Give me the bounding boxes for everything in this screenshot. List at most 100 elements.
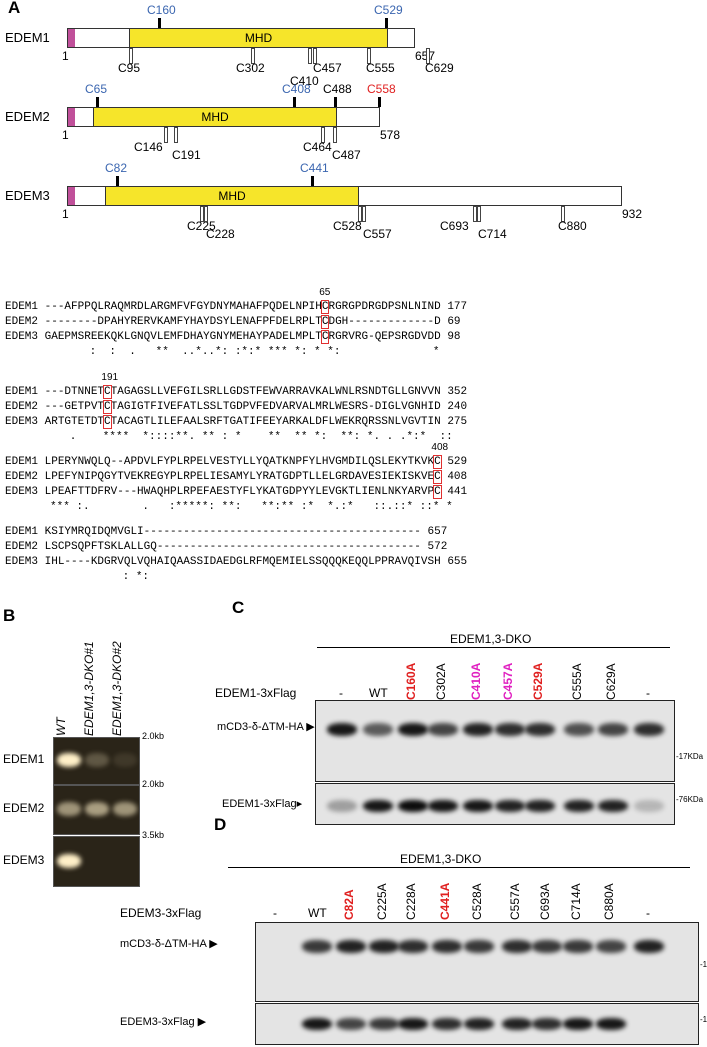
protein-band bbox=[563, 940, 593, 954]
cysteine-tick bbox=[164, 127, 168, 143]
dna-band bbox=[113, 802, 137, 816]
alignment-row: EDEM3 LPEAFTTDFRV---HWAQHPLRPEFAESTYFLYK… bbox=[5, 485, 467, 500]
protein-band bbox=[463, 800, 493, 812]
cysteine-label-below: C880 bbox=[558, 219, 587, 233]
cysteine-label-below: C410 bbox=[290, 74, 319, 88]
blot-image bbox=[315, 783, 675, 825]
protein-band bbox=[634, 940, 664, 954]
alignment-row: EDEM2 LPEFYNIPQGYTVEKREGYPLRPELIESAMYLYR… bbox=[5, 470, 467, 485]
lane-label: C528A bbox=[470, 883, 484, 920]
signal-peptide bbox=[68, 108, 75, 126]
protein-band bbox=[525, 723, 555, 736]
cysteine-label-below: C714 bbox=[478, 227, 507, 241]
gene-label: EDEM3 bbox=[3, 852, 45, 867]
protein-band bbox=[432, 1018, 462, 1030]
protein-band bbox=[564, 800, 594, 812]
cysteine-tick bbox=[251, 48, 255, 64]
residue-end: 98 bbox=[447, 331, 461, 343]
cysteine-label-below: C95 bbox=[118, 61, 141, 75]
cysteine-label-below: C228 bbox=[206, 227, 235, 241]
protein-band bbox=[363, 800, 393, 812]
row-label: EDEM1-3xFlag bbox=[215, 686, 297, 700]
lane-label: EDEM1,3-DKO#1 bbox=[82, 641, 96, 736]
mw-marker: -17KDa bbox=[700, 960, 707, 969]
cysteine-tick bbox=[378, 97, 381, 107]
cysteine-label-below: C302 bbox=[236, 61, 265, 75]
protein-band bbox=[428, 800, 458, 812]
protein-band bbox=[336, 940, 366, 954]
cysteine-tick bbox=[367, 48, 371, 64]
cysteine-label-below: C555 bbox=[366, 61, 395, 75]
start-residue: 1 bbox=[62, 49, 69, 63]
lane-label: C714A bbox=[569, 883, 583, 920]
cysteine-label-below: C487 bbox=[332, 148, 361, 162]
cysteine-label-above: C408 bbox=[282, 82, 311, 96]
protein-name: EDEM3 bbox=[5, 188, 50, 203]
dna-band bbox=[57, 802, 81, 816]
sequence-pre: GAEPMSREEKQKLGNQVLEMFDHAYGNYMEHAYPADELMP… bbox=[44, 331, 322, 343]
sequence-pre: ---GETPVT bbox=[44, 401, 105, 413]
cysteine-tick bbox=[129, 48, 133, 64]
cysteine-tick bbox=[293, 97, 296, 107]
conservation-line: : : . ** ..*..*: :*:* *** *: * *: * bbox=[50, 346, 440, 358]
protein-band bbox=[327, 800, 357, 812]
protein-band bbox=[398, 800, 428, 812]
panel-d-label: D bbox=[214, 815, 227, 834]
gel-image bbox=[53, 785, 140, 835]
cysteine-label-below: C191 bbox=[172, 148, 201, 162]
mhd-domain: MHD bbox=[105, 186, 359, 206]
sequence-pre: ---AFPPQLRAQMRDLARGMFVFGYDNYMAHAFPQDELNP… bbox=[44, 301, 322, 313]
alignment-row: EDEM1 KSIYMRQIDQMVGLI-------------------… bbox=[5, 525, 447, 540]
sequence-post: RGRGPDRGDPSNLNIND bbox=[328, 301, 441, 313]
conserved-cysteine: C bbox=[103, 415, 112, 429]
cysteine-tick bbox=[321, 127, 325, 143]
lane-label: - bbox=[646, 906, 650, 920]
mw-marker: -76KDa bbox=[676, 795, 704, 804]
alignment-row: EDEM2 ---GETPVTCTAGIGTFIVEFATLSSLTGDPVFE… bbox=[5, 400, 467, 415]
lane-label: C228A bbox=[404, 883, 418, 920]
protein-band bbox=[525, 800, 555, 812]
gene-label: EDEM2 bbox=[3, 801, 45, 815]
sequence-name: EDEM1 bbox=[5, 386, 39, 398]
residue-end: 352 bbox=[447, 386, 468, 398]
cysteine-tick bbox=[158, 18, 161, 28]
cysteine-tick bbox=[174, 127, 178, 143]
dna-band bbox=[113, 753, 137, 767]
cysteine-label-above: C82 bbox=[105, 161, 128, 175]
alignment-row: EDEM1 LPERYNWQLQ--APDVLFYPLRPELVESTYLLYQ… bbox=[5, 455, 467, 470]
blot-label: mCD3-δ-ΔTM-HA ▶ bbox=[217, 721, 315, 733]
cysteine-tick bbox=[333, 127, 337, 143]
protein-band bbox=[363, 723, 393, 736]
conserved-cysteine: C bbox=[320, 330, 330, 344]
condition-header: EDEM1,3-DKO bbox=[400, 852, 482, 866]
size-marker: 2.0kb bbox=[142, 779, 165, 789]
protein-band bbox=[495, 800, 525, 812]
gel-image bbox=[53, 836, 140, 887]
sequence-name: EDEM3 bbox=[5, 331, 39, 343]
blot-label: EDEM1-3xFlag▸ bbox=[222, 798, 303, 810]
residue-marker: 65 bbox=[319, 287, 331, 298]
gene-label: EDEM1 bbox=[3, 752, 45, 766]
protein-band bbox=[634, 800, 664, 812]
conserved-cysteine: C bbox=[103, 385, 112, 399]
alignment-row: EDEM1 ---DTNNETCTAGAGSLLVEFGILSRLLGDSTFE… bbox=[5, 385, 467, 400]
residue-marker: 408 bbox=[431, 442, 449, 453]
cysteine-tick bbox=[313, 48, 317, 64]
mw-marker: -17KDa bbox=[676, 752, 704, 761]
end-residue: 578 bbox=[380, 128, 401, 142]
blot-image bbox=[255, 922, 699, 1002]
sequence-name: EDEM1 bbox=[5, 526, 39, 538]
protein-name: EDEM2 bbox=[5, 109, 50, 124]
lane-label: - bbox=[273, 906, 277, 920]
mhd-domain: MHD bbox=[129, 28, 388, 48]
protein-band bbox=[564, 723, 594, 736]
cysteine-tick bbox=[362, 206, 366, 222]
lane-label: - bbox=[339, 686, 343, 700]
blot-image bbox=[315, 700, 675, 782]
protein-band bbox=[532, 1018, 562, 1030]
residue-end: 655 bbox=[447, 556, 468, 568]
lane-label: C557A bbox=[508, 883, 522, 920]
protein-band bbox=[598, 800, 628, 812]
residue-end: 529 bbox=[447, 456, 468, 468]
